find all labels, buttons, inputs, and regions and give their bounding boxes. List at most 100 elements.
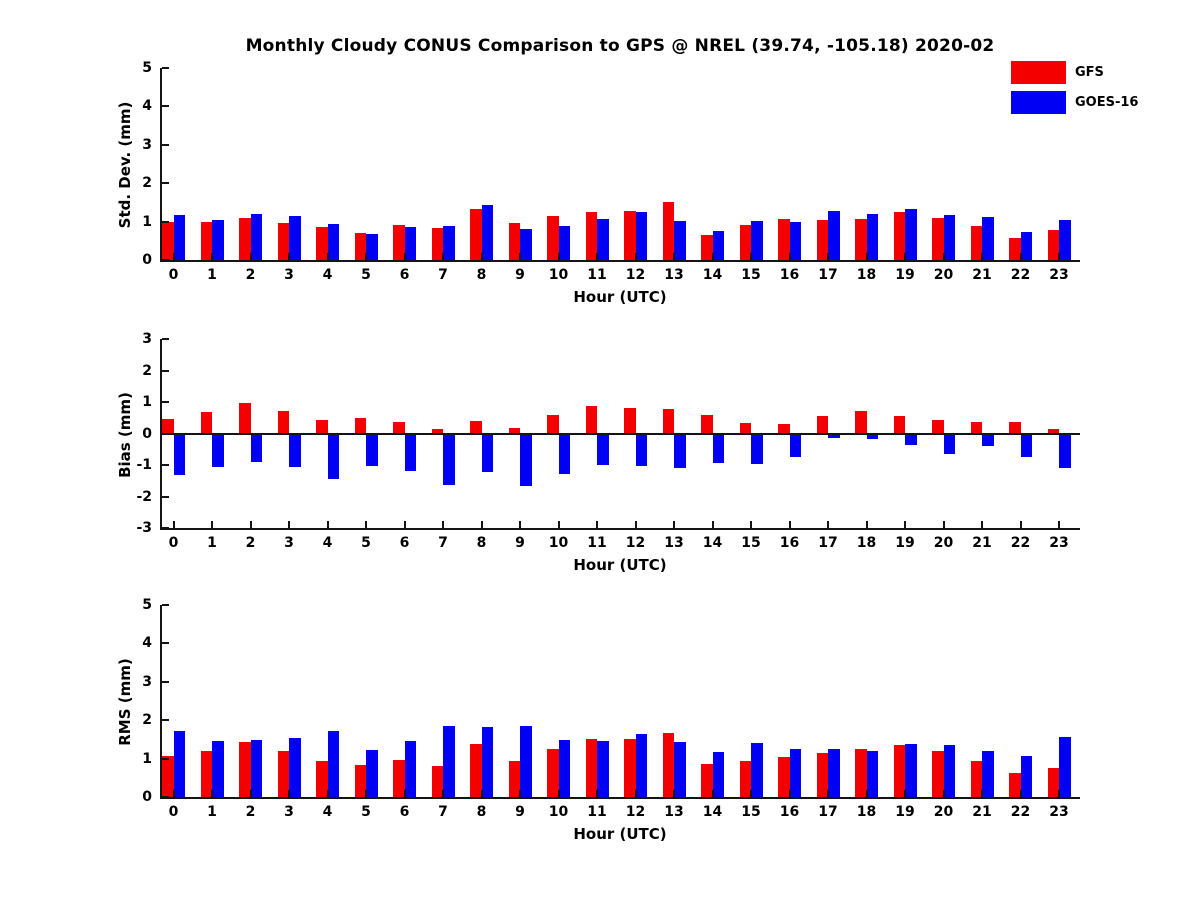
bar-gfs-hour-11: [585, 739, 597, 797]
x-tick: [750, 521, 752, 528]
x-tick-label: 10: [548, 535, 569, 551]
bar-gfs-hour-5: [354, 764, 366, 797]
x-tick-label: 13: [664, 804, 684, 820]
x-tick-label: 21: [972, 535, 992, 551]
zero-axis-line: [162, 432, 1080, 435]
bar-goes-16-hour-12: [635, 734, 647, 797]
y-tick-label: 1: [142, 750, 152, 767]
y-tick-label: 3: [142, 331, 152, 347]
y-tick-label: 4: [142, 635, 152, 652]
y-tick-label: 0: [142, 425, 152, 442]
bar-gfs-hour-1: [200, 751, 212, 797]
x-tick: [634, 790, 637, 797]
bar-goes-16-hour-0: [173, 730, 185, 797]
x-tick-label: 20: [933, 267, 954, 283]
bar-goes-16-hour-5: [366, 234, 378, 260]
bar-goes-16-hour-15: [751, 743, 763, 797]
bar-gfs-hour-3: [277, 222, 289, 260]
x-tick: [1019, 521, 1022, 528]
bar-gfs-hour-20: [932, 420, 944, 434]
bar-goes-16-hour-7: [443, 433, 455, 486]
x-tick: [827, 521, 829, 528]
bar-goes-16-hour-5: [366, 749, 378, 797]
x-tick-label: 7: [438, 535, 448, 551]
x-tick: [249, 253, 252, 260]
bar-gfs-hour-18: [855, 219, 867, 260]
x-tick-label: 2: [245, 535, 256, 551]
bar-gfs-hour-10: [547, 216, 559, 260]
x-tick: [596, 521, 598, 528]
bar-goes-16-hour-19: [905, 744, 917, 797]
x-tick: [1019, 790, 1022, 797]
bar-goes-16-hour-18: [866, 433, 878, 440]
bar-gfs-hour-1: [200, 411, 212, 434]
bar-goes-16-hour-14: [712, 433, 724, 463]
x-tick: [711, 521, 714, 528]
bar-goes-16-hour-11: [597, 433, 609, 466]
bar-goes-16-hour-13: [674, 221, 686, 260]
bar-gfs-hour-13: [662, 732, 674, 797]
x-tick: [365, 790, 367, 797]
bar-goes-16-hour-4: [327, 433, 339, 480]
x-tick-label: 6: [399, 804, 410, 820]
x-tick-label: 2: [245, 267, 256, 283]
x-tick: [403, 521, 406, 528]
bar-gfs-hour-3: [277, 410, 289, 434]
bar-gfs-hour-13: [662, 202, 674, 260]
y-tick: [162, 796, 169, 798]
x-tick-label: 5: [361, 267, 371, 283]
bar-gfs-hour-11: [585, 212, 597, 260]
x-tick-label: 19: [895, 267, 915, 283]
bar-gfs-hour-15: [739, 225, 751, 260]
bar-gfs-hour-17: [816, 220, 828, 260]
bar-gfs-hour-19: [893, 416, 905, 434]
x-tick-label: 15: [741, 804, 761, 820]
bar-gfs-hour-7: [431, 228, 443, 260]
x-tick: [827, 253, 829, 260]
x-tick-label: 19: [895, 535, 915, 551]
y-tick-label: 3: [142, 136, 152, 153]
x-tick-label: 17: [818, 804, 838, 820]
bar-gfs-hour-11: [585, 406, 597, 434]
x-tick: [750, 253, 752, 260]
bar-goes-16-hour-14: [712, 230, 724, 260]
bar-goes-16-hour-18: [866, 750, 878, 797]
bar-goes-16-hour-0: [173, 215, 185, 260]
x-axis-label-std-dev: Hour (UTC): [573, 288, 667, 306]
x-tick-label: 20: [933, 804, 954, 820]
bar-goes-16-hour-2: [250, 740, 262, 797]
x-tick: [442, 253, 444, 260]
x-tick: [326, 790, 329, 797]
y-tick-label: 4: [142, 98, 152, 115]
bar-goes-16-hour-2: [250, 433, 262, 463]
bar-goes-16-hour-19: [905, 433, 917, 446]
bar-gfs-hour-12: [624, 210, 636, 260]
bar-gfs-hour-2: [239, 218, 251, 260]
bar-goes-16-hour-21: [982, 217, 994, 260]
x-tick-label: 14: [702, 535, 723, 551]
x-tick: [480, 521, 483, 528]
x-tick-label: 22: [1010, 267, 1031, 283]
bar-gfs-hour-18: [855, 410, 867, 434]
x-tick-label: 9: [515, 267, 525, 283]
bar-goes-16-hour-10: [558, 433, 570, 475]
x-tick-label: 3: [284, 267, 294, 283]
bar-goes-16-hour-7: [443, 726, 455, 797]
x-tick: [519, 790, 521, 797]
bar-gfs-hour-4: [316, 226, 328, 260]
y-tick-label: 0: [142, 252, 152, 268]
x-tick: [249, 521, 252, 528]
legend: GFS GOES-16: [1011, 61, 1138, 121]
x-tick: [634, 521, 637, 528]
page-title: Monthly Cloudy CONUS Comparison to GPS @…: [245, 36, 995, 56]
x-tick-label: 23: [1049, 804, 1069, 820]
x-tick-label: 21: [972, 804, 992, 820]
x-tick: [519, 253, 521, 260]
plot-area-std-dev: 0 1 2 3 4 5 0 1 2 3 4 5 6 7 8 9 10 11 12 13 14 15 16 17 18 19 20 21…: [142, 60, 1080, 283]
y-tick: [162, 604, 169, 606]
bar-gfs-hour-6: [393, 422, 405, 434]
bar-goes-16-hour-23: [1059, 433, 1071, 468]
x-tick: [211, 253, 213, 260]
bar-gfs-hour-21: [970, 226, 982, 260]
x-tick: [981, 521, 983, 528]
